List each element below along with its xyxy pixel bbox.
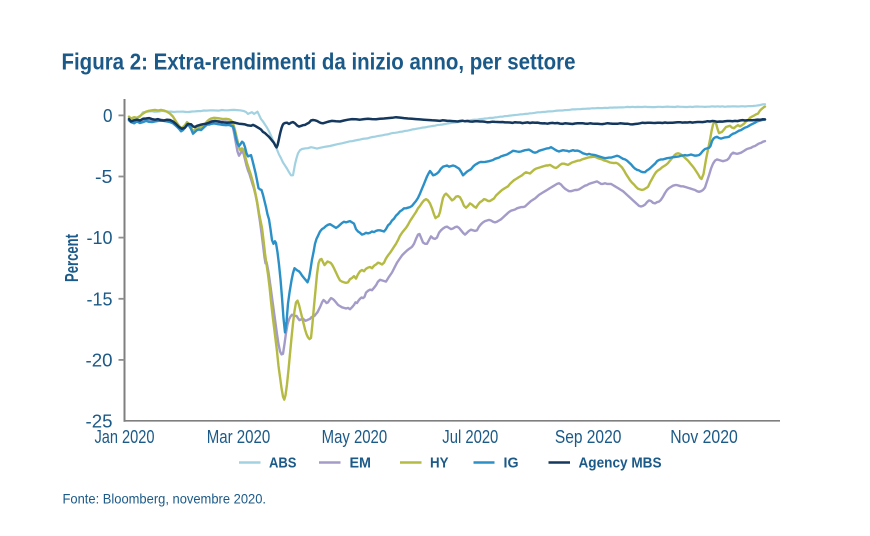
svg-text:-15: -15 xyxy=(87,289,113,309)
svg-text:-10: -10 xyxy=(87,228,113,248)
svg-text:May 2020: May 2020 xyxy=(322,427,388,447)
svg-text:IG: IG xyxy=(504,455,519,472)
svg-text:Jul 2020: Jul 2020 xyxy=(442,427,498,447)
svg-text:Agency MBS: Agency MBS xyxy=(579,455,662,472)
svg-text:ABS: ABS xyxy=(269,455,297,472)
svg-text:Mar 2020: Mar 2020 xyxy=(207,427,271,447)
svg-text:-25: -25 xyxy=(86,412,113,432)
svg-text:Fonte: Bloomberg, novembre 202: Fonte: Bloomberg, novembre 2020. xyxy=(63,491,267,507)
svg-text:-5: -5 xyxy=(95,167,113,187)
svg-text:Nov 2020: Nov 2020 xyxy=(670,427,738,447)
svg-text:Sep 2020: Sep 2020 xyxy=(555,427,622,447)
svg-text:Jan 2020: Jan 2020 xyxy=(95,427,155,447)
svg-text:Percent: Percent xyxy=(62,234,82,282)
svg-text:-20: -20 xyxy=(86,350,113,370)
svg-text:Figura 2: Extra-rendimenti da: Figura 2: Extra-rendimenti da inizio ann… xyxy=(62,49,576,75)
svg-text:0: 0 xyxy=(103,106,113,126)
svg-text:HY: HY xyxy=(430,455,449,472)
svg-text:EM: EM xyxy=(350,455,372,472)
